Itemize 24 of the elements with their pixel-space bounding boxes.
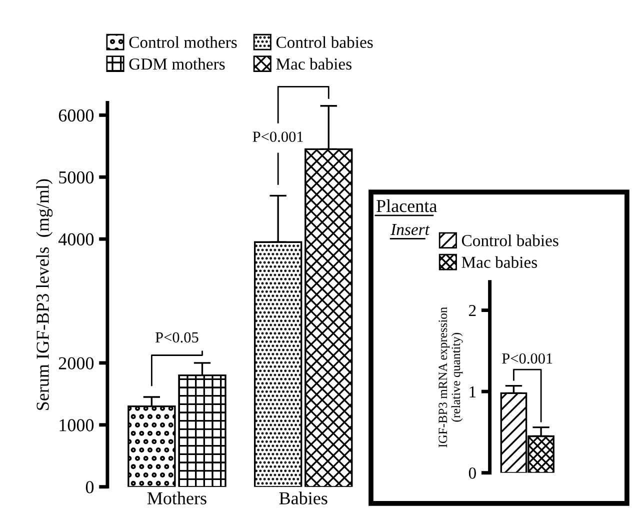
- y-tick-label: 6000: [58, 109, 94, 122]
- y-axis-title: IGF-BP3 mRNA expression (relative quantity): [438, 307, 463, 448]
- y-tick-label: 0: [468, 468, 476, 479]
- legend-label: Mac babies: [276, 58, 352, 70]
- y-tick-label: 5000: [59, 171, 94, 184]
- y-tick-label: 2: [469, 305, 476, 316]
- y-axis-title: Serum IGF-BP3 levels (mg/ml): [36, 179, 53, 410]
- legend-label: Control babies: [462, 234, 558, 246]
- legend-label: Control babies: [276, 36, 373, 48]
- annotation: P<0.05: [155, 332, 198, 343]
- chart-subtitle: Insert: [390, 224, 430, 236]
- y-tick-label: 4000: [58, 233, 94, 246]
- legend-label: GDM mothers: [129, 58, 225, 70]
- legend-label: Control mothers: [129, 36, 237, 48]
- x-tick-label: Mothers: [147, 492, 206, 504]
- legend-label: Mac babies: [462, 256, 538, 268]
- y-tick-label: 1: [470, 386, 476, 398]
- y-tick-label: 2000: [58, 357, 94, 370]
- x-tick-label: Babies: [279, 492, 328, 504]
- y-tick-label: 1000: [60, 419, 94, 432]
- annotation: P<0.001: [502, 353, 552, 364]
- y-tick-label: 0: [86, 481, 94, 494]
- chart-title: Placenta: [376, 199, 437, 212]
- annotation: P<0.001: [252, 132, 303, 142]
